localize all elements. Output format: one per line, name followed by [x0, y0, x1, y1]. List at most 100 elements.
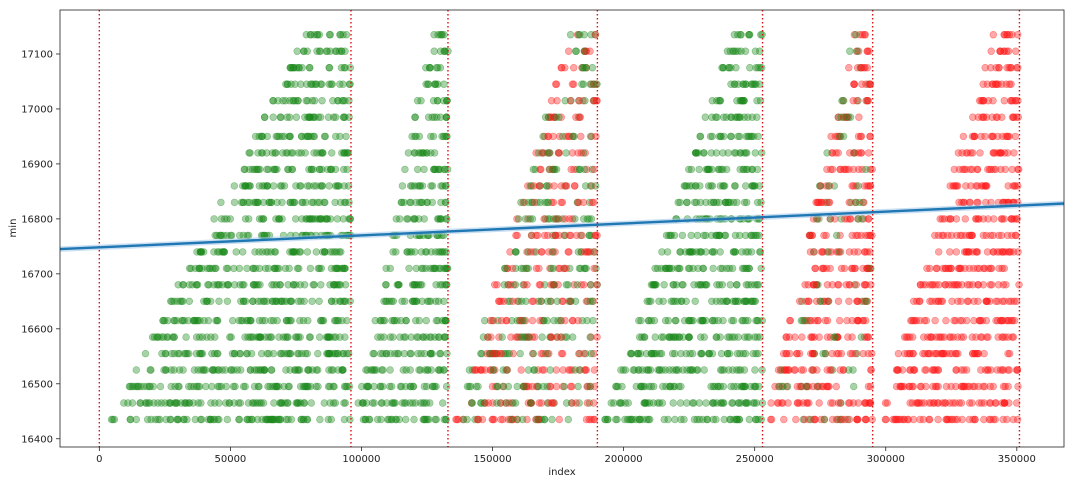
data-point-green: [213, 349, 221, 358]
data-point-green: [307, 165, 316, 174]
data-point-green: [220, 215, 229, 223]
data-point-green: [623, 415, 632, 424]
data-point-green: [255, 333, 263, 341]
data-point-green: [330, 281, 338, 289]
data-point-red: [946, 182, 954, 190]
data-point-red: [550, 182, 558, 190]
data-point-green: [709, 264, 717, 273]
data-point-green: [204, 316, 213, 325]
data-point-red: [836, 399, 845, 407]
data-point-green: [273, 264, 281, 273]
data-point-green: [303, 382, 311, 391]
data-point-green: [323, 349, 331, 358]
data-point-green: [309, 215, 317, 223]
data-point-green: [166, 415, 174, 424]
data-point-green: [280, 382, 288, 391]
data-point-green: [132, 366, 141, 374]
data-point-green: [284, 382, 293, 391]
data-point-red: [823, 165, 831, 174]
data-point-green: [715, 198, 723, 207]
data-point-green: [246, 316, 254, 325]
data-point-green: [683, 366, 691, 374]
data-point-green: [233, 366, 242, 374]
data-point-green: [753, 113, 761, 121]
data-point-red: [589, 399, 598, 407]
data-point-green: [518, 333, 526, 341]
data-point-green: [161, 316, 169, 325]
data-point-green: [676, 399, 685, 407]
data-point-green: [225, 399, 233, 407]
data-point-red: [859, 349, 867, 358]
data-point-green: [213, 316, 221, 325]
data-point-red: [823, 316, 832, 325]
data-point-green: [335, 281, 343, 289]
data-point-green: [262, 248, 270, 256]
data-point-green: [305, 182, 314, 190]
data-point-green: [311, 215, 319, 223]
data-point-green: [226, 215, 235, 223]
data-point-green: [627, 349, 636, 358]
y-tick-label: 16700: [21, 269, 53, 280]
data-point-green: [254, 149, 262, 157]
data-point-red: [916, 382, 925, 391]
data-point-green: [579, 215, 588, 223]
data-point-green: [677, 382, 685, 391]
data-point-green: [303, 349, 311, 358]
data-point-red: [932, 382, 941, 391]
data-point-green: [136, 399, 144, 407]
data-point-green: [696, 281, 705, 289]
data-point-green: [420, 165, 428, 174]
data-point-green: [420, 349, 429, 358]
data-point-green: [210, 248, 218, 256]
data-point-green: [433, 96, 442, 105]
data-point-red: [537, 248, 546, 256]
data-point-green: [132, 415, 141, 424]
data-point-green: [333, 316, 341, 325]
data-point-green: [277, 113, 285, 121]
data-point-green: [177, 297, 186, 305]
data-point-green: [572, 47, 580, 55]
data-point-green: [256, 333, 264, 341]
data-point-green: [245, 215, 253, 223]
data-point-red: [1014, 165, 1022, 174]
data-point-red: [941, 399, 950, 407]
data-point-green: [221, 366, 230, 374]
data-point-red: [767, 399, 775, 407]
data-point-red: [986, 63, 995, 72]
data-point-green: [695, 165, 703, 174]
data-point-green: [188, 281, 196, 289]
data-point-green: [799, 316, 807, 325]
data-point-green: [303, 415, 311, 424]
data-point-green: [230, 182, 239, 190]
data-point-green: [582, 264, 590, 273]
data-point-green: [272, 215, 280, 223]
data-point-green: [195, 333, 204, 341]
data-point-red: [811, 264, 820, 273]
data-point-green: [538, 333, 546, 341]
data-point-green: [580, 165, 589, 174]
data-point-red: [543, 231, 552, 240]
data-point-red: [807, 333, 815, 341]
data-point-green: [324, 349, 332, 358]
x-axis-label: index: [548, 467, 575, 478]
data-point-green: [751, 366, 759, 374]
data-point-green: [214, 366, 222, 374]
data-point-green: [851, 31, 860, 39]
data-point-green: [193, 316, 202, 325]
data-point-red: [999, 415, 1007, 424]
data-point-green: [269, 349, 278, 358]
data-point-green: [261, 316, 269, 325]
data-point-green: [854, 182, 862, 190]
data-point-red: [782, 333, 791, 341]
data-point-green: [862, 297, 871, 305]
data-point-green: [334, 349, 342, 358]
data-point-red: [916, 415, 924, 424]
data-point-green: [170, 316, 178, 325]
data-point-green: [280, 297, 288, 305]
data-point-green: [316, 215, 324, 223]
x-tick-label: 300000: [867, 454, 905, 465]
data-point-green: [207, 399, 215, 407]
data-point-green: [724, 198, 733, 207]
data-point-green: [341, 264, 349, 273]
